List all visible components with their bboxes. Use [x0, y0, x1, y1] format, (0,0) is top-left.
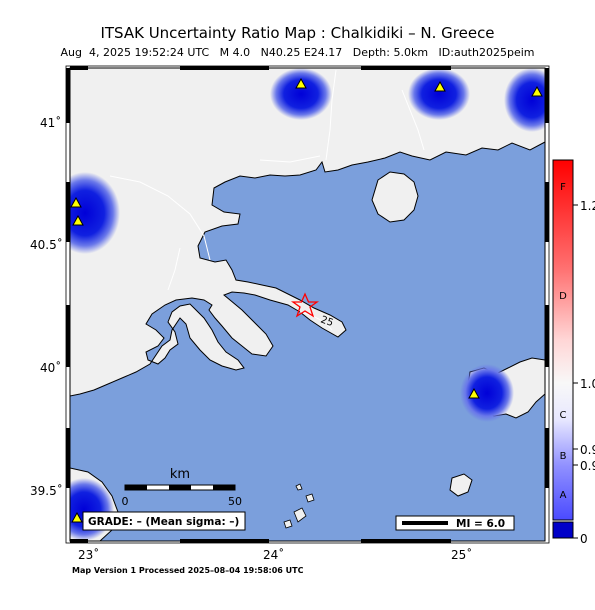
grade-B: B — [560, 451, 567, 462]
zone-northeast — [408, 68, 470, 120]
zone-west — [70, 172, 120, 254]
intensity-contour — [299, 311, 333, 331]
colorbar-tick-3: 0.9 — [580, 443, 595, 457]
scale-start: 0 — [122, 495, 129, 508]
lat-label: 40.5˚ — [30, 237, 63, 252]
station-triangle — [72, 214, 84, 226]
mi-text: MI = 6.0 — [456, 518, 505, 530]
lat-label: 39.5˚ — [30, 483, 63, 498]
colorbar-zero-swatch — [552, 521, 574, 539]
station-triangle — [71, 511, 83, 523]
station-triangle — [434, 80, 446, 92]
axis-labels: 41˚ 40.5˚ 40˚ 39.5˚ 23˚ 24˚ 25˚ — [30, 115, 472, 562]
grade-C: C — [560, 410, 567, 421]
zone-southwest — [70, 478, 114, 541]
colorbar: F D C B A 1.2 1.0 0.9 0.9 0 — [552, 159, 595, 546]
map-area: 25 — [70, 68, 545, 541]
grade-D: D — [559, 291, 567, 302]
agios-efstratios-island — [449, 473, 473, 497]
colorbar-tick-5: 0 — [580, 532, 588, 546]
zone-limnos — [460, 364, 514, 422]
grade-F: F — [560, 182, 566, 193]
mi-legend: MI = 6.0 — [395, 515, 515, 531]
stations — [70, 77, 543, 523]
grade-A: A — [560, 490, 567, 501]
scale-unit: km — [170, 467, 190, 482]
uncertainty-zones — [70, 68, 545, 541]
epicenter-star — [290, 292, 320, 318]
contour-label: 25 — [319, 314, 335, 329]
islets — [283, 483, 315, 529]
scale-end: 50 — [228, 495, 242, 508]
grade-box: GRADE: – (Mean sigma: –) — [82, 511, 246, 531]
colorbar-tick-4: 0.9 — [580, 459, 595, 473]
lon-label: 23˚ — [78, 547, 99, 562]
colorbar-gradient — [552, 159, 574, 521]
zone-east — [504, 68, 545, 132]
lat-label: 40˚ — [40, 360, 61, 375]
lon-label: 25˚ — [451, 547, 472, 562]
event-info: Aug 4, 2025 19:52:24 UTC M 4.0 N40.25 E2… — [60, 46, 535, 59]
grade-text: GRADE: – (Mean sigma: –) — [88, 516, 239, 528]
thasos-island — [371, 171, 419, 223]
zone-north — [270, 68, 332, 120]
mainland — [70, 68, 545, 397]
lat-label: 41˚ — [40, 115, 61, 130]
station-triangle — [70, 196, 82, 208]
map-title: ITSAK Uncertainty Ratio Map : Chalkidiki… — [100, 24, 495, 42]
station-triangle — [468, 387, 480, 399]
colorbar-tick-1: 1.2 — [580, 199, 595, 213]
map-frame — [65, 65, 550, 544]
lon-label: 24˚ — [263, 547, 284, 562]
station-triangle — [295, 77, 307, 89]
scale-bar: km 0 50 — [122, 467, 243, 508]
footer-note: Map Version 1 Processed 2025–08–04 19:58… — [72, 566, 304, 575]
station-triangle — [531, 85, 543, 97]
colorbar-tick-2: 1.0 — [580, 377, 595, 391]
